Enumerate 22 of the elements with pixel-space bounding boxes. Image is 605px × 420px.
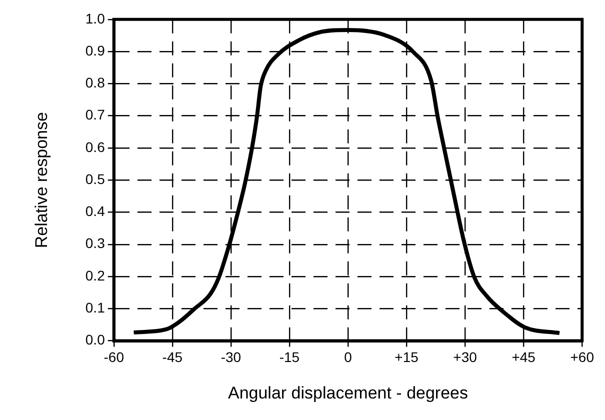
y-axis-title: Relative response — [32, 112, 51, 248]
y-tick-label: 0.5 — [85, 170, 106, 187]
x-tick-label: 0 — [344, 349, 352, 366]
y-tick-label: 0.9 — [85, 42, 106, 58]
x-tick-label: -15 — [279, 349, 300, 366]
y-tick-label: 0.7 — [85, 106, 106, 123]
x-tick-label: +45 — [512, 349, 536, 366]
x-tick-label: -30 — [220, 349, 242, 366]
y-tick-label: 0.4 — [85, 203, 106, 220]
x-tick-label: -45 — [162, 349, 183, 366]
x-axis-title: Angular displacement - degrees — [228, 383, 468, 402]
x-tick-label: +30 — [453, 349, 478, 366]
y-tick-label: 0.0 — [85, 332, 106, 348]
y-tick-label: 0.1 — [85, 300, 106, 316]
y-tick-label: 0.2 — [85, 267, 106, 284]
y-tick-label: 1.0 — [85, 10, 106, 26]
y-tick-label: 0.8 — [85, 74, 106, 91]
x-tick-label: -60 — [104, 349, 124, 366]
x-tick-label: +60 — [570, 349, 594, 366]
y-tick-label: 0.3 — [85, 235, 106, 252]
x-tick-label: +15 — [394, 349, 419, 366]
y-tick-label: 0.6 — [85, 138, 106, 155]
